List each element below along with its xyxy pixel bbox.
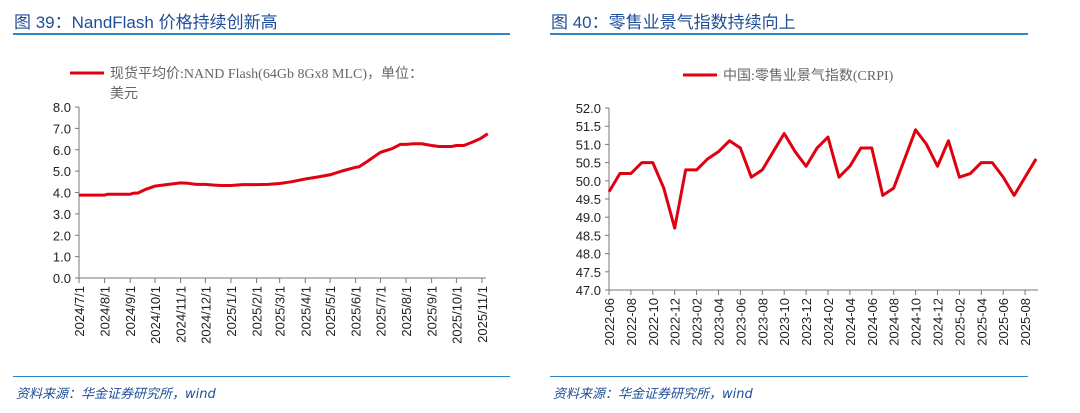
left-source: 资料来源：华金证券研究所，wind: [16, 387, 216, 402]
y-tick-label: 49.0: [576, 210, 601, 225]
y-tick-label: 0.0: [53, 271, 71, 286]
y-tick-label: 7.0: [53, 121, 71, 136]
x-tick-label: 2025/7/1: [373, 286, 388, 337]
x-tick-label: 2022-08: [624, 298, 639, 346]
x-tick-label: 2024/10/1: [148, 286, 163, 344]
legend-label-cont: 美元: [110, 86, 138, 102]
series-line: [607, 128, 1038, 230]
right-chart-title: 图 40：零售业景气指数持续向上: [551, 13, 796, 32]
x-tick-label: 2025/8/1: [399, 286, 414, 337]
right-footer-rule: [550, 376, 1028, 377]
y-tick-label: 8.0: [53, 100, 71, 115]
x-tick-label: 2024/11/1: [174, 286, 189, 343]
left-title-rule: [13, 33, 510, 35]
y-tick-label: 48.5: [576, 228, 601, 243]
y-tick-label: 47.0: [576, 283, 601, 298]
left-footer-rule: [13, 376, 510, 377]
legend-label: 现货平均价:NAND Flash(64Gb 8Gx8 MLC)，单位：: [110, 65, 423, 82]
x-tick-label: 2025-02: [952, 298, 967, 346]
y-tick-label: 51.0: [576, 137, 601, 152]
legend-label: 中国:零售业景气指数(CRPI): [723, 68, 894, 84]
x-tick-label: 2023-08: [755, 298, 770, 346]
x-tick-label: 2023-10: [777, 298, 792, 346]
x-tick-label: 2025/11/1: [475, 286, 490, 343]
x-tick-label: 2025/10/1: [449, 286, 464, 344]
y-tick-label: 50.0: [576, 174, 601, 189]
x-tick-label: 2024/12/1: [198, 286, 213, 344]
y-tick-label: 3.0: [53, 207, 71, 222]
x-tick-label: 2023-06: [733, 298, 748, 346]
x-tick-label: 2025/5/1: [323, 286, 338, 337]
x-tick-label: 2024/9/1: [123, 286, 138, 337]
x-tick-label: 2025/9/1: [425, 286, 440, 337]
x-tick-label: 2022-10: [646, 298, 661, 346]
x-tick-label: 2023-02: [690, 298, 705, 346]
x-tick-label: 2025/4/1: [298, 286, 313, 337]
x-tick-label: 2024-06: [865, 298, 880, 346]
x-tick-label: 2025-04: [974, 298, 989, 346]
y-tick-label: 50.5: [576, 156, 601, 171]
series-line: [79, 132, 489, 197]
y-tick-label: 2.0: [53, 228, 71, 243]
x-tick-label: 2022-06: [602, 298, 617, 346]
y-tick-label: 5.0: [53, 164, 71, 179]
left-chart-title: 图 39：NandFlash 价格持续创新高: [14, 13, 278, 32]
x-tick-label: 2024/8/1: [98, 286, 113, 337]
right-source: 资料来源：华金证券研究所，wind: [553, 387, 753, 402]
x-tick-label: 2025/6/1: [349, 286, 364, 337]
right-title-rule: [550, 33, 1028, 35]
x-tick-label: 2024-10: [909, 298, 924, 346]
y-tick-label: 48.0: [576, 247, 601, 262]
x-tick-label: 2025/2/1: [250, 286, 265, 337]
y-tick-label: 4.0: [53, 186, 71, 201]
x-tick-label: 2025/3/1: [273, 286, 288, 337]
x-tick-label: 2024-04: [843, 298, 858, 346]
y-tick-label: 47.5: [576, 265, 601, 280]
y-tick-label: 1.0: [53, 250, 71, 265]
y-tick-label: 49.5: [576, 192, 601, 207]
y-tick-label: 6.0: [53, 143, 71, 158]
x-tick-label: 2024-12: [931, 298, 946, 346]
x-tick-label: 2024-08: [887, 298, 902, 346]
x-tick-label: 2023-12: [799, 298, 814, 346]
x-tick-label: 2024/7/1: [72, 286, 87, 337]
x-tick-label: 2025-06: [996, 298, 1011, 346]
x-tick-label: 2024-02: [821, 298, 836, 346]
x-tick-label: 2025-08: [1018, 298, 1033, 346]
x-tick-label: 2025/1/1: [224, 286, 239, 337]
y-tick-label: 52.0: [576, 101, 601, 116]
x-tick-label: 2022-12: [668, 298, 683, 346]
y-tick-label: 51.5: [576, 119, 601, 134]
x-tick-label: 2023-04: [712, 298, 727, 346]
